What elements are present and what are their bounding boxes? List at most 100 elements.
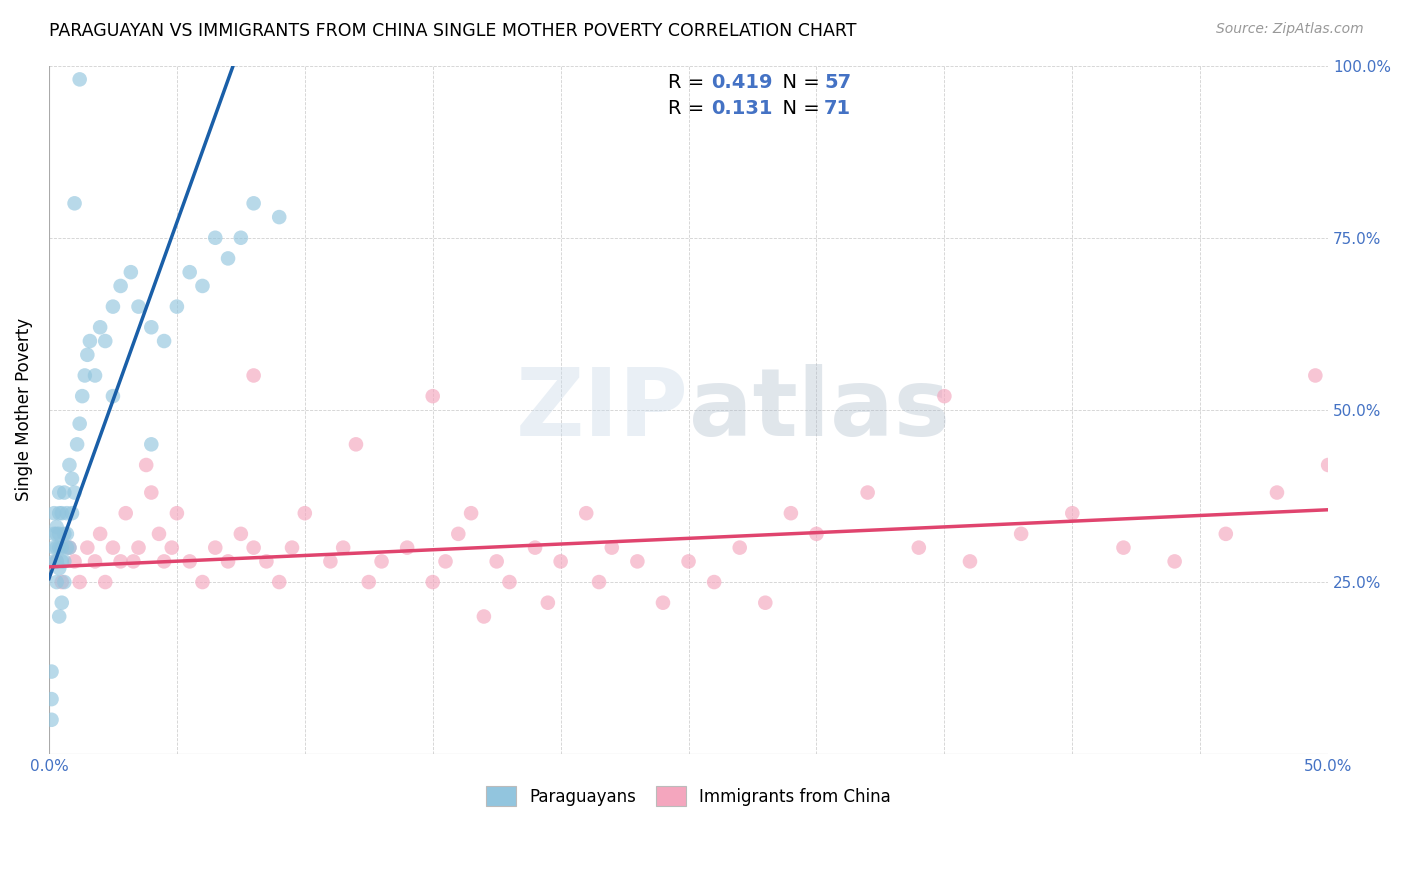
Point — [42, 541, 65, 555]
Point — [319, 554, 342, 568]
Point — [45, 541, 67, 555]
Point — [959, 554, 981, 568]
Point — [56, 541, 79, 555]
Point — [217, 554, 239, 568]
Point — [524, 541, 547, 555]
Point — [148, 526, 170, 541]
Point — [242, 196, 264, 211]
Point — [269, 210, 291, 224]
Point — [1010, 526, 1032, 541]
Point — [907, 541, 929, 555]
Point — [53, 575, 76, 590]
Point — [728, 541, 751, 555]
Point — [79, 334, 101, 348]
Point — [166, 506, 188, 520]
Point — [76, 541, 98, 555]
Point — [41, 713, 63, 727]
Point — [69, 417, 91, 431]
Point — [204, 231, 226, 245]
Text: R =: R = — [668, 72, 710, 92]
Point — [1163, 554, 1185, 568]
Point — [94, 334, 117, 348]
Text: ZIP: ZIP — [516, 364, 689, 456]
Point — [122, 554, 145, 568]
Point — [135, 458, 157, 472]
Point — [281, 541, 304, 555]
Point — [204, 541, 226, 555]
Point — [1215, 526, 1237, 541]
Point — [141, 485, 163, 500]
Point — [69, 575, 91, 590]
Point — [73, 368, 96, 383]
Point — [45, 520, 67, 534]
Point — [652, 596, 675, 610]
Text: N =: N = — [770, 72, 827, 92]
Point — [1062, 506, 1084, 520]
Point — [396, 541, 419, 555]
Point — [575, 506, 598, 520]
Point — [48, 541, 70, 555]
Point — [56, 526, 79, 541]
Point — [89, 526, 111, 541]
Point — [472, 609, 495, 624]
Point — [754, 596, 776, 610]
Point — [48, 506, 70, 520]
Point — [370, 554, 392, 568]
Point — [45, 575, 67, 590]
Point — [1317, 458, 1340, 472]
Point — [58, 541, 80, 555]
Point — [58, 541, 80, 555]
Point — [63, 554, 86, 568]
Point — [48, 561, 70, 575]
Point — [110, 554, 132, 568]
Point — [48, 609, 70, 624]
Point — [53, 526, 76, 541]
Point — [41, 692, 63, 706]
Point — [447, 526, 470, 541]
Text: atlas: atlas — [689, 364, 949, 456]
Point — [53, 554, 76, 568]
Point — [60, 472, 83, 486]
Point — [101, 389, 124, 403]
Point — [294, 506, 316, 520]
Point — [141, 437, 163, 451]
Point — [934, 389, 956, 403]
Point — [269, 575, 291, 590]
Point — [229, 526, 252, 541]
Point — [48, 485, 70, 500]
Point — [434, 554, 457, 568]
Point — [600, 541, 623, 555]
Point — [51, 554, 73, 568]
Text: 57: 57 — [824, 72, 851, 92]
Point — [242, 368, 264, 383]
Point — [588, 575, 610, 590]
Point — [120, 265, 142, 279]
Point — [357, 575, 380, 590]
Point — [84, 554, 107, 568]
Point — [45, 526, 67, 541]
Point — [110, 279, 132, 293]
Text: PARAGUAYAN VS IMMIGRANTS FROM CHINA SINGLE MOTHER POVERTY CORRELATION CHART: PARAGUAYAN VS IMMIGRANTS FROM CHINA SING… — [49, 22, 856, 40]
Point — [229, 231, 252, 245]
Point — [806, 526, 828, 541]
Text: Source: ZipAtlas.com: Source: ZipAtlas.com — [1216, 22, 1364, 37]
Point — [58, 458, 80, 472]
Point — [1112, 541, 1135, 555]
Point — [84, 368, 107, 383]
Point — [51, 596, 73, 610]
Point — [344, 437, 367, 451]
Point — [42, 506, 65, 520]
Point — [332, 541, 354, 555]
Point — [678, 554, 700, 568]
Text: 0.131: 0.131 — [711, 99, 773, 118]
Point — [42, 526, 65, 541]
Point — [63, 485, 86, 500]
Point — [101, 300, 124, 314]
Point — [422, 389, 444, 403]
Y-axis label: Single Mother Poverty: Single Mother Poverty — [15, 318, 32, 501]
Text: R =: R = — [668, 99, 710, 118]
Point — [626, 554, 648, 568]
Point — [160, 541, 183, 555]
Point — [550, 554, 572, 568]
Point — [101, 541, 124, 555]
